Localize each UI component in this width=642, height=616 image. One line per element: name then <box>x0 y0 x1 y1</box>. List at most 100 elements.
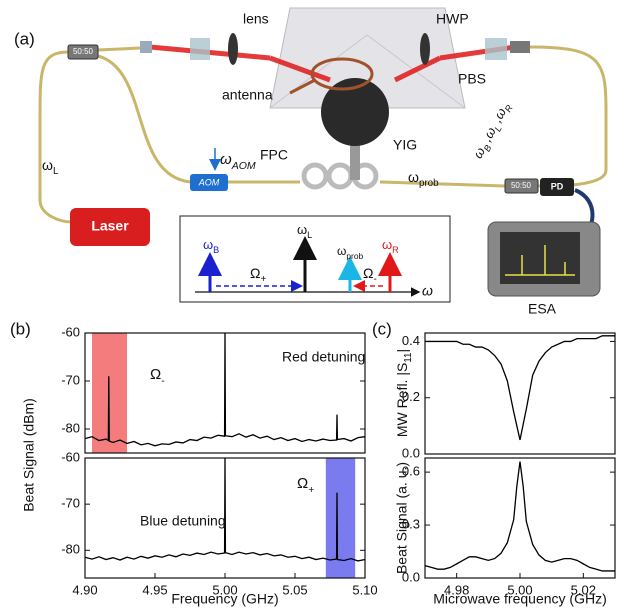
y-tick-label: 0.0 <box>402 569 420 584</box>
y-axis-label: MW Refl. |S11| <box>394 349 414 437</box>
plot-frame <box>424 332 616 455</box>
fibers <box>38 45 608 224</box>
trace <box>84 457 366 562</box>
symbol-label: ωL <box>42 157 59 177</box>
x-tick-label: 5.02 <box>571 582 596 597</box>
trace <box>425 335 615 441</box>
laser <box>70 208 150 246</box>
y-tick-label: 0.3 <box>402 516 420 531</box>
symbol-label: ωR <box>382 237 399 255</box>
antenna-lead <box>289 78 316 95</box>
detected-label: ωB,ωL,ωR <box>470 99 515 162</box>
panel-label: (a) <box>14 29 35 48</box>
symbol: ω <box>337 244 346 258</box>
pd <box>540 178 574 196</box>
y-tick-label: -80 <box>61 420 80 435</box>
label-part: | <box>394 349 410 353</box>
y-tick-label: 0.4 <box>402 333 420 348</box>
y-axis-label: Beat Signal (a. u.) <box>394 462 410 574</box>
y-tick-label: 0.2 <box>402 389 420 404</box>
pbs-label: PBS <box>458 71 486 87</box>
y-tick-label: -70 <box>61 496 80 511</box>
aom-label: AOM <box>198 177 220 187</box>
x-axis-label: Microwave frequency (GHz) <box>433 591 607 607</box>
fpc <box>301 162 379 190</box>
prism-edge <box>269 34 466 109</box>
symbol-label: Ω- <box>150 366 165 387</box>
trace <box>424 461 615 572</box>
x-tick-label: 4.90 <box>72 582 97 597</box>
antenna-label: antenna <box>222 87 273 103</box>
pbs <box>485 38 507 60</box>
subscript: L <box>307 230 312 240</box>
subscript: AOM <box>231 160 256 172</box>
fpc-label: FPC <box>260 147 288 163</box>
symbol-label: ωprob <box>408 169 439 189</box>
symbol: ω <box>220 151 232 168</box>
symbol: Ω <box>363 265 373 281</box>
collimator <box>140 41 152 53</box>
laser-label: Laser <box>91 218 129 234</box>
coupler-label: 50:50 <box>73 47 94 56</box>
x-tick-label: 4.98 <box>444 582 469 597</box>
x-tick-label: 5.00 <box>212 582 237 597</box>
y-axis-label: Beat Signal (dBm) <box>21 398 37 512</box>
symbol: ω <box>203 237 213 252</box>
antenna <box>310 57 374 91</box>
symbol-label: Ω- <box>363 265 377 285</box>
subscript: prob <box>346 251 363 261</box>
annotation: Blue detuning <box>140 513 226 529</box>
subscript: R <box>503 103 515 114</box>
hwp <box>420 33 430 65</box>
rod <box>350 140 360 180</box>
symbol-label: ωB <box>203 237 219 255</box>
panel-label: (b) <box>10 319 31 338</box>
symbol: Ω <box>150 366 161 383</box>
symbol-label: ωL <box>297 222 312 240</box>
y-tick-label: -60 <box>61 449 80 464</box>
highlight <box>325 458 356 578</box>
subscript: B <box>482 143 494 153</box>
symbol: ω <box>297 222 307 237</box>
symbol: Ω <box>297 475 308 492</box>
esa-label: ESA <box>528 301 557 317</box>
yig-sphere <box>321 78 389 146</box>
lens-label: lens <box>243 11 269 27</box>
collimator <box>510 41 530 53</box>
y-tick-label: 0.0 <box>402 445 420 460</box>
inset <box>179 215 451 303</box>
coupler-label: 50:50 <box>511 181 532 190</box>
inset-axis-label: ω <box>422 283 433 299</box>
subscript: R <box>392 245 399 255</box>
y-tick-label: 0.6 <box>402 464 420 479</box>
y-tick-label: -60 <box>61 324 80 339</box>
trace <box>84 332 366 447</box>
subscript: L <box>53 166 59 177</box>
subscript: prob <box>419 178 439 189</box>
plot-frame <box>424 457 616 579</box>
annotation: Red detuning <box>282 349 365 365</box>
hwp-label: HWP <box>436 11 469 27</box>
x-tick-label: 4.95 <box>142 582 167 597</box>
coupler <box>504 178 539 194</box>
aom <box>190 174 228 191</box>
y-tick-label: -80 <box>61 542 80 557</box>
coupler <box>67 44 99 60</box>
subscript: - <box>373 274 376 285</box>
x-axis-label: Frequency (GHz) <box>171 591 278 607</box>
esa-screen <box>500 232 580 284</box>
symbol: Ω <box>250 265 260 281</box>
subscript: 11 <box>403 353 414 363</box>
separator: , <box>479 134 494 144</box>
lens <box>228 33 238 65</box>
separator: , <box>490 115 505 125</box>
symbol-label: Ω+ <box>250 265 266 285</box>
symbol: ω <box>408 169 419 185</box>
subscript: B <box>213 245 219 255</box>
x-tick-label: 5.10 <box>352 582 377 597</box>
x-tick-label: 5.00 <box>507 582 532 597</box>
label-part: MW Refl. |S <box>394 363 410 437</box>
symbol-label: Ω+ <box>297 475 314 496</box>
